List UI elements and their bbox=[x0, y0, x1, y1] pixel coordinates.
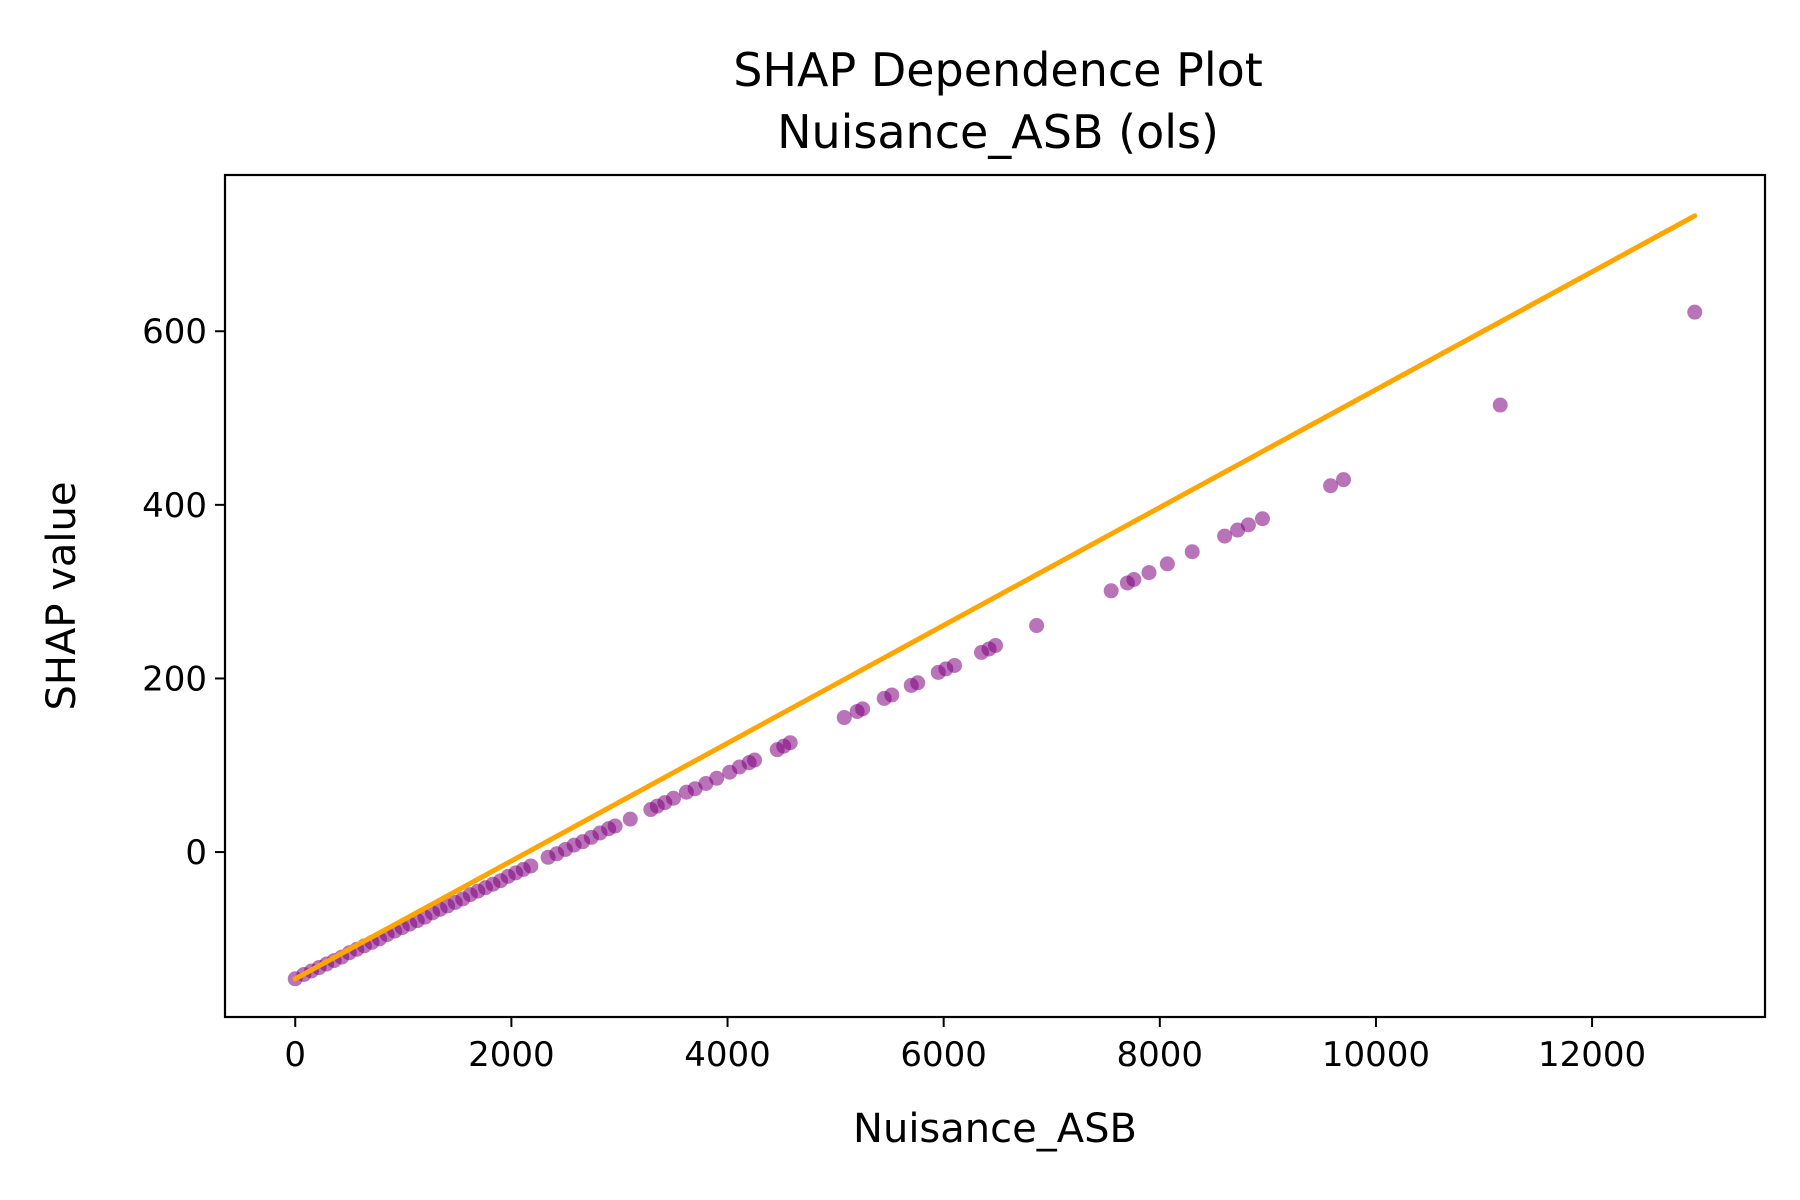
fit-line bbox=[292, 213, 1698, 982]
scatter-point bbox=[607, 818, 623, 834]
scatter-point bbox=[665, 790, 681, 806]
scatter-point bbox=[747, 752, 763, 768]
y-axis-label: SHAP value bbox=[39, 482, 85, 711]
scatter-point bbox=[988, 637, 1004, 653]
x-tick-label: 12000 bbox=[1538, 1035, 1646, 1075]
scatter-point bbox=[1240, 517, 1256, 533]
y-tick-label: 600 bbox=[142, 312, 207, 352]
scatter-point bbox=[709, 770, 725, 786]
scatter-point bbox=[1323, 478, 1339, 494]
x-axis-label: Nuisance_ASB bbox=[853, 1106, 1137, 1152]
scatter-points bbox=[287, 304, 1703, 987]
scatter-point bbox=[523, 858, 539, 874]
scatter-point bbox=[1687, 304, 1703, 320]
y-axis-ticks: 0 200 400 600 bbox=[142, 312, 225, 873]
scatter-point bbox=[1126, 572, 1142, 588]
x-tick-label: 8000 bbox=[1117, 1035, 1204, 1075]
scatter-point bbox=[1184, 544, 1200, 560]
x-axis-ticks: 0 2000 4000 6000 8000 10000 12000 bbox=[284, 1017, 1646, 1075]
scatter-point bbox=[1141, 565, 1157, 581]
scatter-point bbox=[1217, 528, 1233, 544]
scatter-point bbox=[1492, 397, 1508, 413]
scatter-point bbox=[910, 675, 926, 691]
y-tick-label: 400 bbox=[142, 486, 207, 526]
scatter-point bbox=[1103, 583, 1119, 599]
x-tick-label: 6000 bbox=[900, 1035, 987, 1075]
x-tick-label: 4000 bbox=[684, 1035, 771, 1075]
fit-line-group bbox=[292, 213, 1698, 982]
scatter-point bbox=[855, 701, 871, 717]
scatter-point bbox=[1029, 618, 1045, 634]
scatter-point bbox=[782, 735, 798, 751]
plot-frame bbox=[223, 173, 1767, 1019]
scatter-point bbox=[1336, 472, 1352, 488]
x-tick-label: 0 bbox=[284, 1035, 306, 1075]
scatter-point bbox=[622, 811, 638, 827]
y-tick-label: 0 bbox=[185, 833, 207, 873]
scatter-point bbox=[946, 657, 962, 673]
chart-title: SHAP Dependence Plot bbox=[733, 43, 1263, 97]
scatter-point bbox=[836, 710, 852, 726]
x-tick-label: 2000 bbox=[468, 1035, 555, 1075]
scatter-point bbox=[884, 687, 900, 703]
chart-subtitle: Nuisance_ASB (ols) bbox=[777, 105, 1219, 159]
scatter-point bbox=[1254, 511, 1270, 527]
scatter-point bbox=[1159, 556, 1175, 572]
x-tick-label: 10000 bbox=[1322, 1035, 1430, 1075]
y-tick-label: 200 bbox=[142, 659, 207, 699]
